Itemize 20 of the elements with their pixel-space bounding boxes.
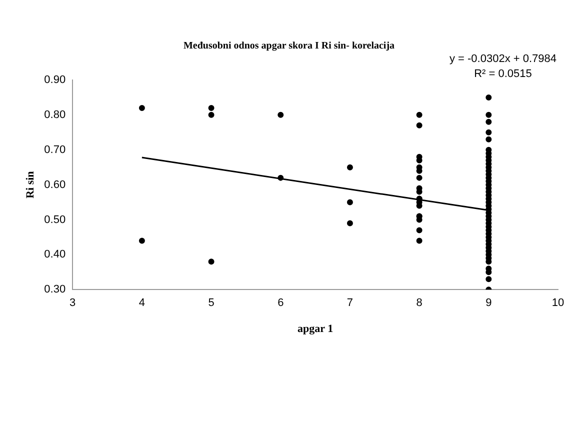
x-tick-label: 3 (70, 297, 76, 310)
annotation: R² = 0.0515 (474, 68, 532, 80)
chart-title: Međusobni odnos apgar skora I Ri sin- korelacija (183, 40, 395, 52)
x-tick-label: 10 (552, 297, 564, 310)
y-tick-label: 0.50 (44, 214, 66, 226)
y-tick-label: 0.30 (44, 284, 66, 296)
text: y = -0.0302x + 0.7984 (449, 53, 557, 65)
y-tick-label: 0.40 (44, 248, 66, 261)
y-tick-label: 0.60 (44, 178, 66, 191)
y-tick-label: 0.80 (44, 108, 66, 121)
x-tick-label: 7 (346, 297, 354, 310)
x-tick-label: 5 (208, 297, 214, 310)
x-axis-title: apgar 1 (298, 323, 334, 336)
x-tick-label: 4 (138, 297, 146, 310)
y-tick-label: 0.90 (44, 74, 66, 86)
y-axis-title: Ri sin (24, 171, 36, 198)
x-tick-label: 6 (278, 297, 284, 310)
x-tick-label: 9 (486, 297, 492, 310)
x-tick-label: 8 (416, 297, 422, 310)
y-tick-label: 0.70 (44, 144, 66, 156)
